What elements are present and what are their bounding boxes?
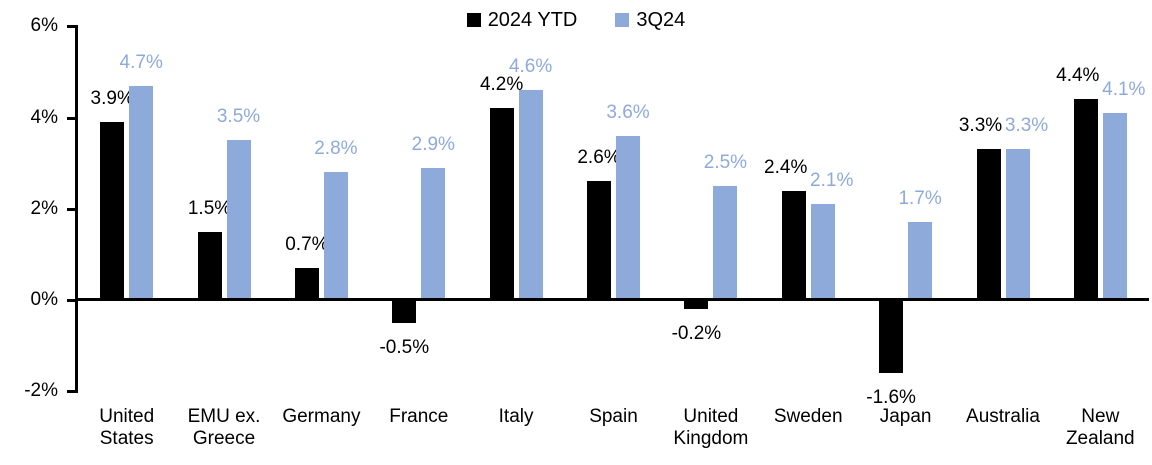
bar-2024-ytd-germany (294, 268, 319, 300)
legend-marker-icon (466, 13, 481, 27)
bar-label-2024-ytd-germany: 0.7% (285, 234, 329, 256)
legend-marker-icon (615, 13, 630, 27)
legend-label: 3Q24 (636, 9, 686, 31)
bar-2024-ytd-united-kingdom (684, 300, 709, 310)
bar-label-3q24-united-kingdom: 2.5% (703, 151, 748, 173)
y-tick-mark (67, 25, 75, 29)
bar-label-3q24-new-zealand: 4.1% (1102, 78, 1146, 100)
x-label-sweden: Sweden (773, 406, 843, 427)
bar-label-2024-ytd-new-zealand: 4.4% (1056, 65, 1100, 87)
y-tick-label: 6% (30, 15, 58, 37)
bar-3q24-japan (908, 222, 933, 300)
x-label-japan: Japan (879, 406, 932, 427)
bar-label-3q24-united-states: 4.7% (119, 51, 163, 73)
legend-item-3q24: 3Q24 (615, 7, 685, 33)
bar-2024-ytd-emu-ex-greece (197, 231, 222, 300)
y-tick-label: 4% (30, 106, 58, 128)
x-label-spain: Spain (589, 406, 638, 427)
legend-label: 2024 YTD (487, 9, 578, 31)
bar-label-2024-ytd-united-kingdom: -0.2% (671, 323, 722, 345)
bar-3q24-new-zealand (1102, 112, 1127, 300)
bar-2024-ytd-sweden (781, 190, 806, 300)
x-label-united-kingdom: United Kingdom (673, 406, 749, 449)
bar-label-2024-ytd-italy: 4.2% (479, 74, 524, 96)
zero-baseline (75, 298, 1149, 301)
bar-2024-ytd-new-zealand (1073, 99, 1098, 300)
bar-label-2024-ytd-sweden: 2.4% (764, 156, 808, 178)
bar-3q24-united-states (129, 85, 154, 300)
y-tick-label: 0% (30, 289, 58, 310)
bar-2024-ytd-italy (489, 108, 514, 300)
bar-3q24-italy (518, 90, 543, 300)
bar-2024-ytd-spain (587, 181, 611, 300)
legend-item-2024-ytd: 2024 YTD (466, 7, 578, 33)
bar-3q24-australia (1005, 149, 1030, 300)
x-label-australia: Australia (966, 406, 1040, 427)
y-tick-label: 2% (30, 197, 58, 219)
bar-label-3q24-spain: 3.6% (606, 101, 650, 123)
bar-3q24-united-kingdom (713, 185, 738, 300)
bar-label-2024-ytd-france: -0.5% (379, 336, 430, 358)
y-tick-mark (67, 207, 75, 211)
y-tick-mark (67, 116, 75, 120)
x-label-united-states: United States (99, 406, 155, 449)
bar-label-3q24-emu-ex-greece: 3.5% (216, 106, 261, 128)
bar-2024-ytd-united-states (100, 122, 125, 300)
bar-label-3q24-sweden: 2.1% (810, 170, 854, 192)
bar-3q24-france (421, 167, 446, 300)
bar-3q24-spain (616, 135, 640, 301)
bar-2024-ytd-france (392, 300, 417, 323)
x-label-italy: Italy (498, 406, 534, 427)
x-label-new-zealand: New Zealand (1065, 406, 1135, 449)
bar-label-2024-ytd-emu-ex-greece: 1.5% (187, 197, 232, 219)
bar-2024-ytd-japan (879, 300, 904, 373)
x-label-germany: Germany (282, 406, 361, 427)
y-tick-label: -2% (24, 380, 58, 402)
bar-label-3q24-australia: 3.3% (1004, 115, 1049, 137)
bar-label-2024-ytd-japan: -1.6% (866, 387, 916, 408)
bar-3q24-emu-ex-greece (226, 140, 251, 300)
bar-3q24-germany (323, 172, 348, 301)
x-label-emu-ex-greece: EMU ex. Greece (187, 406, 261, 449)
legend: 2024 YTD 3Q24 (0, 7, 1152, 33)
bar-label-3q24-germany: 2.8% (314, 138, 358, 160)
bar-3q24-sweden (810, 204, 835, 300)
bar-2024-ytd-australia (976, 149, 1001, 300)
bar-label-3q24-france: 2.9% (411, 133, 455, 155)
bar-label-3q24-japan: 1.7% (898, 188, 942, 210)
bar-label-3q24-italy: 4.6% (508, 56, 553, 78)
bar-label-2024-ytd-australia: 3.3% (958, 115, 1003, 137)
bar-label-2024-ytd-spain: 2.6% (577, 147, 621, 169)
bar-label-2024-ytd-united-states: 3.9% (90, 88, 134, 110)
y-axis-line (75, 25, 78, 393)
y-tick-mark (67, 390, 75, 394)
x-label-france: France (389, 406, 449, 427)
y-tick-mark (67, 299, 75, 302)
